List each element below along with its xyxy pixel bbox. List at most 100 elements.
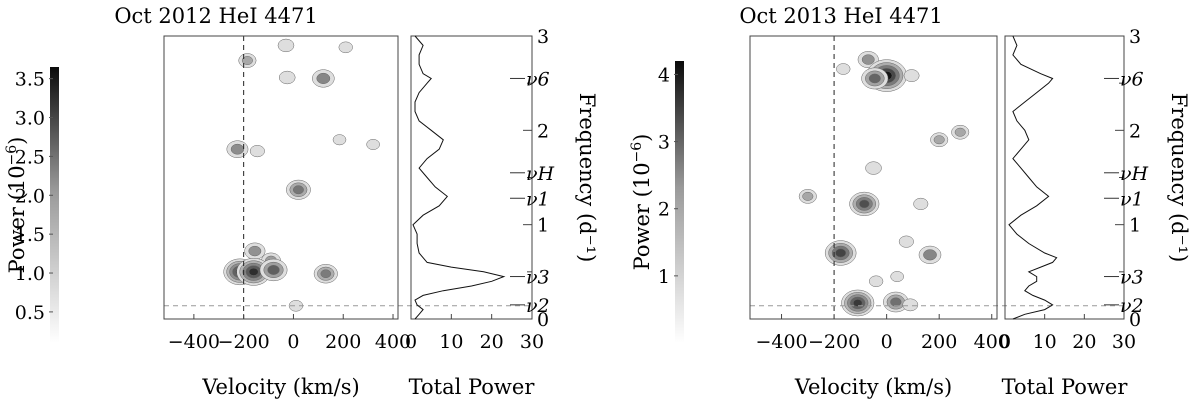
contour-level — [320, 269, 332, 278]
frequency-marker-label: ν1 — [1120, 188, 1144, 210]
power-blob — [841, 289, 875, 317]
x-tick-label: 200 — [921, 331, 957, 353]
frequency-axis-label: Frequency (d⁻¹) — [1167, 93, 1191, 263]
contour-level — [835, 248, 847, 258]
power-blob — [836, 63, 851, 75]
x-tick-label: −400 — [168, 331, 220, 353]
power-blob — [883, 291, 909, 313]
x-axis-label: Velocity (km/s) — [201, 375, 359, 399]
contour-level — [890, 271, 904, 282]
power-blob — [930, 132, 949, 148]
contour-level — [802, 191, 814, 201]
colorbar-tick-label: 1.5 — [15, 224, 45, 246]
contour-level — [859, 199, 870, 209]
total-power-label: Total Power — [409, 375, 536, 399]
x-tick-label: −400 — [755, 331, 807, 353]
contour-level — [890, 297, 902, 307]
total-power-tick-label: 30 — [520, 331, 544, 353]
colorbar — [675, 61, 684, 343]
contour-level — [241, 56, 253, 65]
power-blob — [366, 139, 380, 150]
panel-1: Oct 2013 HeI 4471 1 2 3 4 Power (10−6) −400 −20… — [629, 4, 1191, 399]
power-blob — [332, 134, 347, 146]
contour-level — [902, 298, 919, 312]
colorbar-tick-label: 2.0 — [15, 185, 45, 207]
total-power-label: Total Power — [1002, 375, 1129, 399]
colorbar-label-close: ) — [5, 137, 29, 145]
frequency-marker-label: ν2 — [1120, 295, 1144, 317]
contour-level — [278, 70, 296, 85]
power-blob — [313, 264, 338, 284]
x-axis-label: Velocity (km/s) — [794, 375, 952, 399]
frequency-marker-label: ν3 — [526, 267, 550, 289]
power-blob — [278, 70, 296, 85]
power-blob — [236, 257, 271, 286]
power-blob — [226, 140, 249, 158]
colorbar-tick-label: 0.5 — [15, 302, 45, 324]
contour-level — [869, 275, 884, 288]
colorbar-label-close: ) — [630, 134, 654, 142]
contour-level — [248, 267, 259, 276]
colorbar-tick-label: 2 — [658, 199, 670, 221]
colorbar-tick-label: 3.5 — [15, 69, 45, 91]
x-tick-label: 400 — [974, 331, 1010, 353]
power-blob — [259, 258, 288, 282]
colorbar-tick-label: 1 — [658, 266, 670, 288]
contour-level — [865, 161, 882, 175]
contour-level — [861, 54, 875, 65]
colorbar-tick-label: 1.0 — [15, 263, 45, 285]
contour-level — [277, 38, 295, 53]
frequency-tick-label: 1 — [1129, 215, 1141, 237]
power-blob — [849, 191, 880, 216]
map-frame — [163, 35, 399, 320]
frequency-marker-label: ν3 — [1120, 267, 1144, 289]
power-blob — [312, 69, 335, 88]
contour-level — [954, 127, 966, 137]
x-tick-label: 0 — [287, 331, 299, 353]
frequency-marker-label: ν6 — [526, 68, 550, 90]
contour-level — [249, 145, 265, 158]
frequency-axis-label: Frequency (d⁻¹) — [575, 93, 599, 263]
contour-level — [923, 249, 937, 261]
total-power-tick-label: 10 — [439, 331, 463, 353]
total-power-line — [1008, 35, 1058, 320]
colorbar-tick-label: 4 — [658, 64, 670, 86]
power-blob — [918, 245, 942, 264]
frequency-marker-label: ν1 — [526, 188, 550, 210]
contour-level — [903, 69, 920, 82]
frequency-marker-label: νH — [526, 163, 555, 185]
frequency-tick-label: 2 — [537, 120, 549, 142]
total-power-tick-label: 20 — [1072, 331, 1096, 353]
power-blob — [824, 240, 857, 266]
colorbar-tick-label: 3 — [658, 132, 670, 154]
power-blob — [244, 242, 266, 260]
frequency-marker-label: νH — [1120, 163, 1149, 185]
contour-level — [267, 265, 280, 275]
panel-0: Oct 2012 HeI 4471 0.5 1.0 1.5 2.0 2.5 3.0 3.5 Po… — [4, 4, 599, 399]
x-tick-label: −200 — [218, 331, 270, 353]
frequency-tick-label: 3 — [537, 26, 549, 48]
power-blob — [869, 275, 884, 288]
x-tick-label: 200 — [325, 331, 361, 353]
x-tick-label: 0 — [881, 331, 893, 353]
power-blob — [902, 298, 919, 312]
contour-level — [316, 72, 331, 84]
frequency-tick-label: 2 — [1129, 120, 1141, 142]
frequency-marker-label: ν6 — [1120, 68, 1144, 90]
colorbar-tick-label: 3.0 — [15, 108, 45, 130]
contour-level — [332, 134, 347, 146]
power-blob — [798, 189, 817, 204]
contour-level — [913, 197, 929, 210]
power-blob — [865, 161, 882, 175]
power-blob — [286, 179, 311, 200]
contour-level — [248, 245, 262, 257]
colorbar-tick-label: 2.5 — [15, 146, 45, 168]
power-blob — [238, 53, 257, 68]
power-blob — [903, 69, 920, 82]
x-tick-label: 400 — [375, 331, 411, 353]
colorbar-label: Power (10−6) — [4, 137, 29, 274]
contour-level — [868, 73, 881, 84]
power-blob — [890, 271, 904, 282]
colorbar-label: Power (10−6) — [629, 134, 654, 271]
